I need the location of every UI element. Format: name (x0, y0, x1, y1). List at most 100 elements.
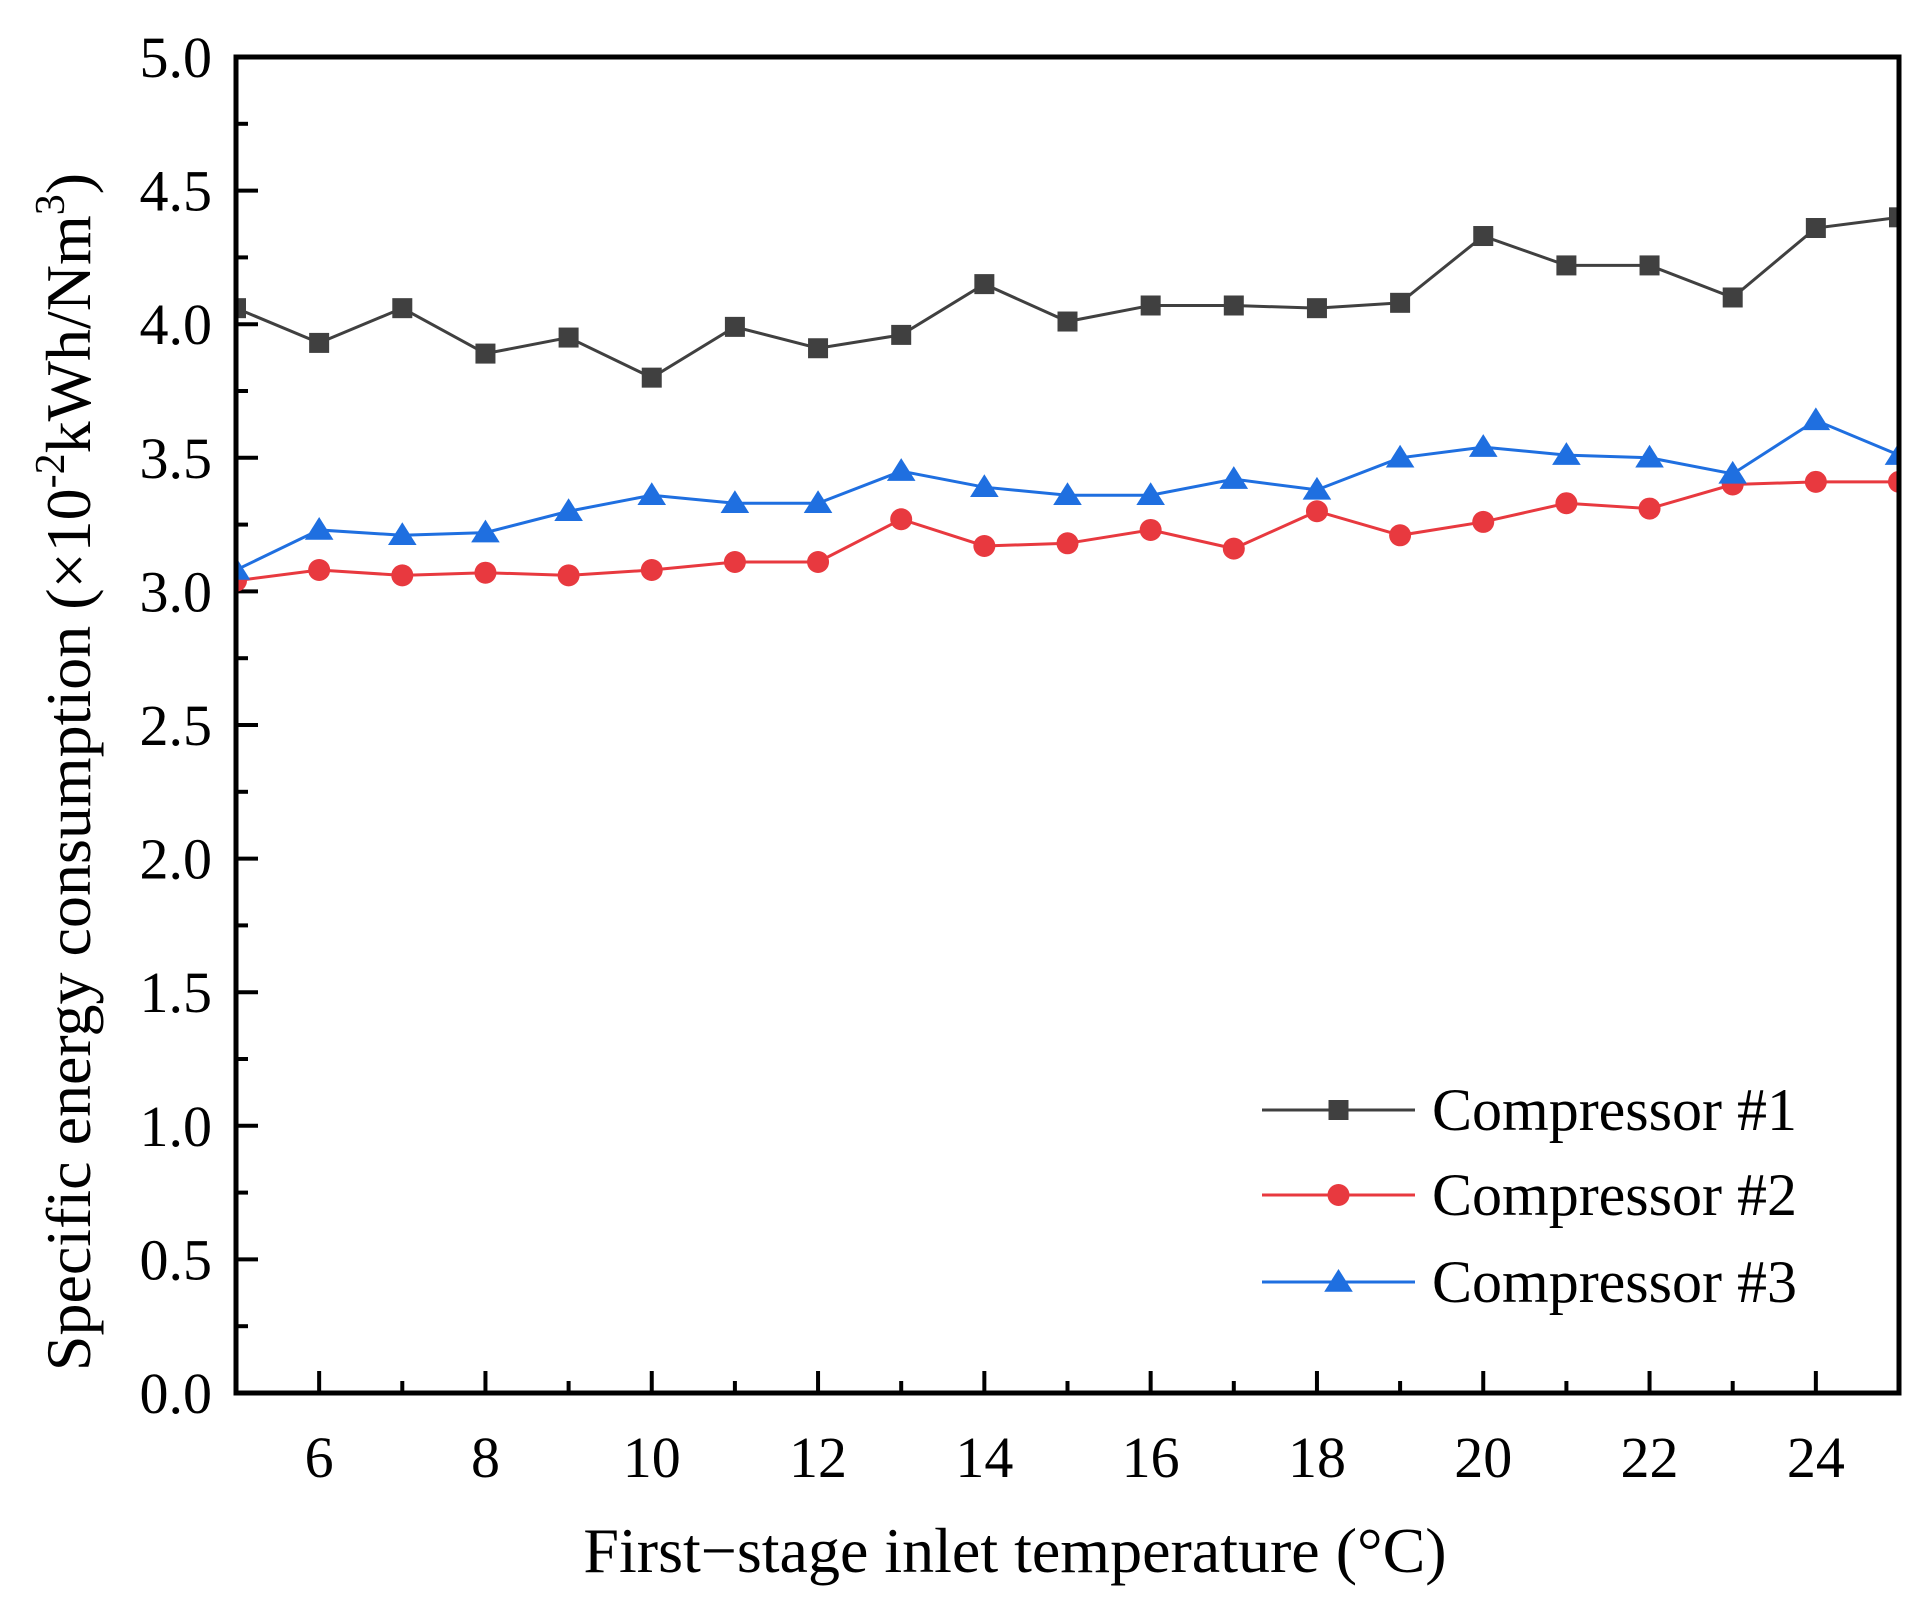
data-point (1056, 532, 1079, 555)
data-point (803, 490, 833, 513)
data-point (1556, 255, 1577, 276)
legend-label: Compressor #2 (1432, 1162, 1797, 1228)
data-point (973, 534, 996, 557)
data-point (1801, 407, 1831, 431)
data-point (471, 519, 500, 543)
series-1 (236, 207, 1899, 388)
data-point (1053, 482, 1082, 505)
x-tick-label: 8 (471, 1425, 500, 1490)
data-point (1302, 476, 1332, 500)
x-tick-label: 24 (1787, 1425, 1845, 1490)
y-tick-label: 3.5 (140, 426, 213, 491)
data-point (970, 474, 999, 497)
data-point (1222, 537, 1245, 560)
x-tick-label: 16 (1122, 1425, 1180, 1490)
data-point (1552, 442, 1581, 465)
data-point (1305, 500, 1328, 523)
data-point (1804, 470, 1827, 493)
data-point (641, 367, 662, 388)
legend-label: Compressor #3 (1432, 1249, 1797, 1315)
legend-item: Compressor #2 (1262, 1162, 1797, 1228)
x-tick-label: 18 (1288, 1425, 1346, 1490)
data-point (309, 332, 330, 353)
y-tick-label: 0.5 (140, 1227, 213, 1292)
x-tick-label: 22 (1621, 1425, 1679, 1490)
legend-marker (1328, 1100, 1349, 1120)
data-point (388, 522, 417, 546)
data-point (723, 551, 746, 574)
data-point (1888, 470, 1899, 493)
data-point (640, 559, 663, 582)
y-tick-label: 3.0 (140, 559, 213, 624)
data-point (1639, 255, 1660, 276)
data-point (391, 564, 414, 587)
data-point (474, 561, 497, 584)
data-point (807, 551, 830, 574)
data-point (1889, 207, 1899, 228)
y-tick-label: 2.5 (140, 693, 213, 758)
legend-label: Compressor #1 (1432, 1077, 1797, 1143)
data-point (1722, 287, 1743, 308)
y-tick-label: 4.5 (140, 159, 213, 224)
y-tick-labels: 0.0 0.5 1.0 1.5 2.0 2.5 3.0 3.5 4.0 4.5 5.0 (140, 25, 213, 1426)
data-point (1555, 492, 1578, 515)
data-point (236, 557, 251, 580)
plot-frame (233, 54, 1902, 1396)
data-point (886, 458, 916, 481)
x-axis-title: First−stage inlet temperature (°C) (583, 1515, 1446, 1586)
data-point (1139, 518, 1162, 541)
x-tick-label: 12 (789, 1425, 847, 1490)
data-point (304, 516, 334, 540)
data-point (1389, 524, 1412, 547)
data-point (1638, 497, 1661, 520)
data-point (1223, 295, 1244, 316)
data-point (475, 343, 496, 364)
data-point (392, 298, 413, 319)
data-point (1718, 460, 1747, 484)
x-tick-label: 20 (1454, 1425, 1512, 1490)
legend-marker (1327, 1184, 1350, 1206)
series-2 (236, 470, 1899, 592)
x-tick-label: 6 (305, 1425, 334, 1490)
data-point (554, 498, 583, 521)
data-point (720, 490, 750, 513)
legend: Compressor #1 Compressor #2 Compressor #3 (1262, 1077, 1797, 1315)
y-tick-label: 0.0 (140, 1361, 213, 1426)
data-point (1472, 510, 1495, 533)
data-point (808, 338, 829, 359)
y-tick-label: 5.0 (140, 25, 213, 90)
data-point (558, 327, 579, 348)
data-point (557, 564, 580, 587)
y-axis-title: Specific energy consumption (×10-2kWh/Nm… (28, 173, 104, 1371)
series-layer (236, 207, 1899, 592)
data-point (1136, 482, 1165, 505)
data-point (1468, 434, 1498, 457)
data-point (1057, 311, 1078, 332)
data-point (1390, 292, 1411, 313)
y-tick-label: 1.5 (140, 960, 213, 1025)
x-tick-label: 14 (955, 1425, 1013, 1490)
data-point (1140, 295, 1161, 316)
x-tick-labels: 6 8 10 12 14 16 18 20 22 24 (305, 1425, 1845, 1490)
data-point (1805, 218, 1826, 239)
major-ticks (236, 55, 1818, 1395)
data-point (236, 298, 246, 319)
legend-item: Compressor #1 (1262, 1077, 1797, 1143)
y-tick-label: 2.0 (140, 827, 213, 892)
legend-marker (1324, 1269, 1353, 1292)
data-point (890, 508, 913, 531)
data-point (637, 482, 667, 505)
data-point (1884, 442, 1899, 465)
data-point (724, 316, 745, 337)
data-point (308, 559, 331, 582)
y-tick-label: 1.0 (140, 1094, 213, 1159)
data-point (1385, 444, 1415, 468)
data-point (1635, 444, 1664, 468)
y-tick-label: 4.0 (140, 292, 213, 357)
legend-item: Compressor #3 (1262, 1249, 1797, 1315)
data-point (1473, 226, 1494, 247)
x-tick-label: 10 (623, 1425, 681, 1490)
data-point (1219, 466, 1249, 489)
data-point (974, 274, 995, 295)
